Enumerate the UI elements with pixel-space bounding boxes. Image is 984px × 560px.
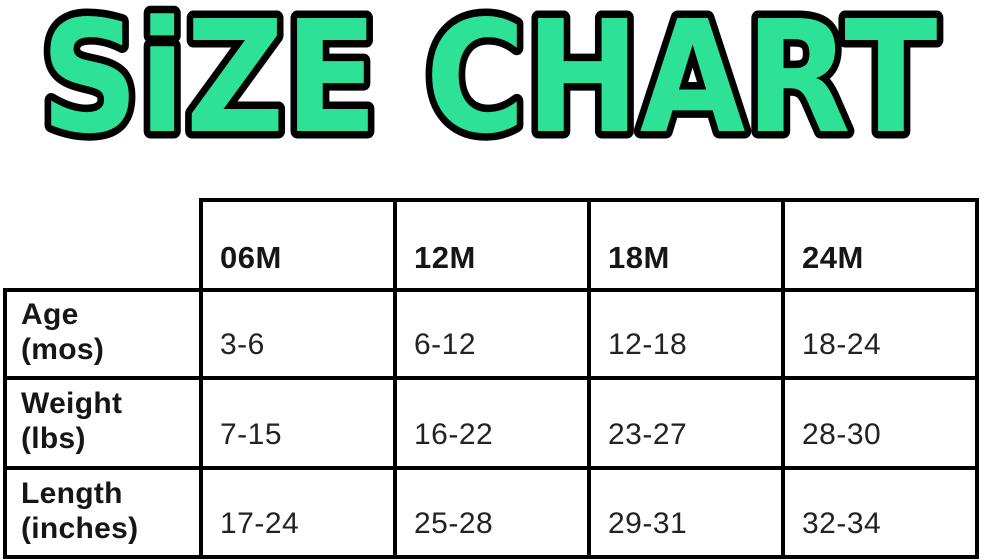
title-banner: SiZE CHART xyxy=(33,0,945,170)
table-row-weight: Weight (lbs) 7-15 16-22 23-27 28-30 xyxy=(3,376,979,470)
corner-spacer xyxy=(5,200,201,290)
table-cell: 3-6 xyxy=(199,288,397,380)
column-header-12m: 12M xyxy=(393,198,591,292)
table-cell: 18-24 xyxy=(781,288,979,380)
table-cell: 12-18 xyxy=(587,288,785,380)
row-unit: (lbs) xyxy=(21,422,86,455)
page-title: SiZE CHART xyxy=(41,0,938,168)
row-label: Length xyxy=(21,476,123,510)
table-header-row: 06M 12M 18M 24M xyxy=(5,198,979,292)
row-label: Age xyxy=(21,298,79,332)
table-row-length: Length (inches) 17-24 25-28 29-31 32-34 xyxy=(3,466,979,559)
row-label: Weight xyxy=(21,387,123,421)
table-cell: 32-34 xyxy=(781,466,979,559)
table-cell: 17-24 xyxy=(199,466,397,559)
size-table: 06M 12M 18M 24M Age (mos) 3-6 6-12 12-18… xyxy=(3,198,979,559)
table-cell: 29-31 xyxy=(587,466,785,559)
column-header-24m: 24M xyxy=(781,198,979,292)
row-header-length: Length (inches) xyxy=(3,466,203,559)
row-header-weight: Weight (lbs) xyxy=(3,376,203,470)
table-cell: 6-12 xyxy=(393,288,591,380)
table-row-age: Age (mos) 3-6 6-12 12-18 18-24 xyxy=(3,288,979,380)
table-cell: 23-27 xyxy=(587,376,785,470)
table-cell: 7-15 xyxy=(199,376,397,470)
table-cell: 16-22 xyxy=(393,376,591,470)
table-cell: 25-28 xyxy=(393,466,591,559)
table-cell: 28-30 xyxy=(781,376,979,470)
row-unit: (mos) xyxy=(21,333,105,366)
row-header-age: Age (mos) xyxy=(3,288,203,380)
row-unit: (inches) xyxy=(21,511,139,545)
column-header-06m: 06M xyxy=(199,198,397,292)
column-header-18m: 18M xyxy=(587,198,785,292)
